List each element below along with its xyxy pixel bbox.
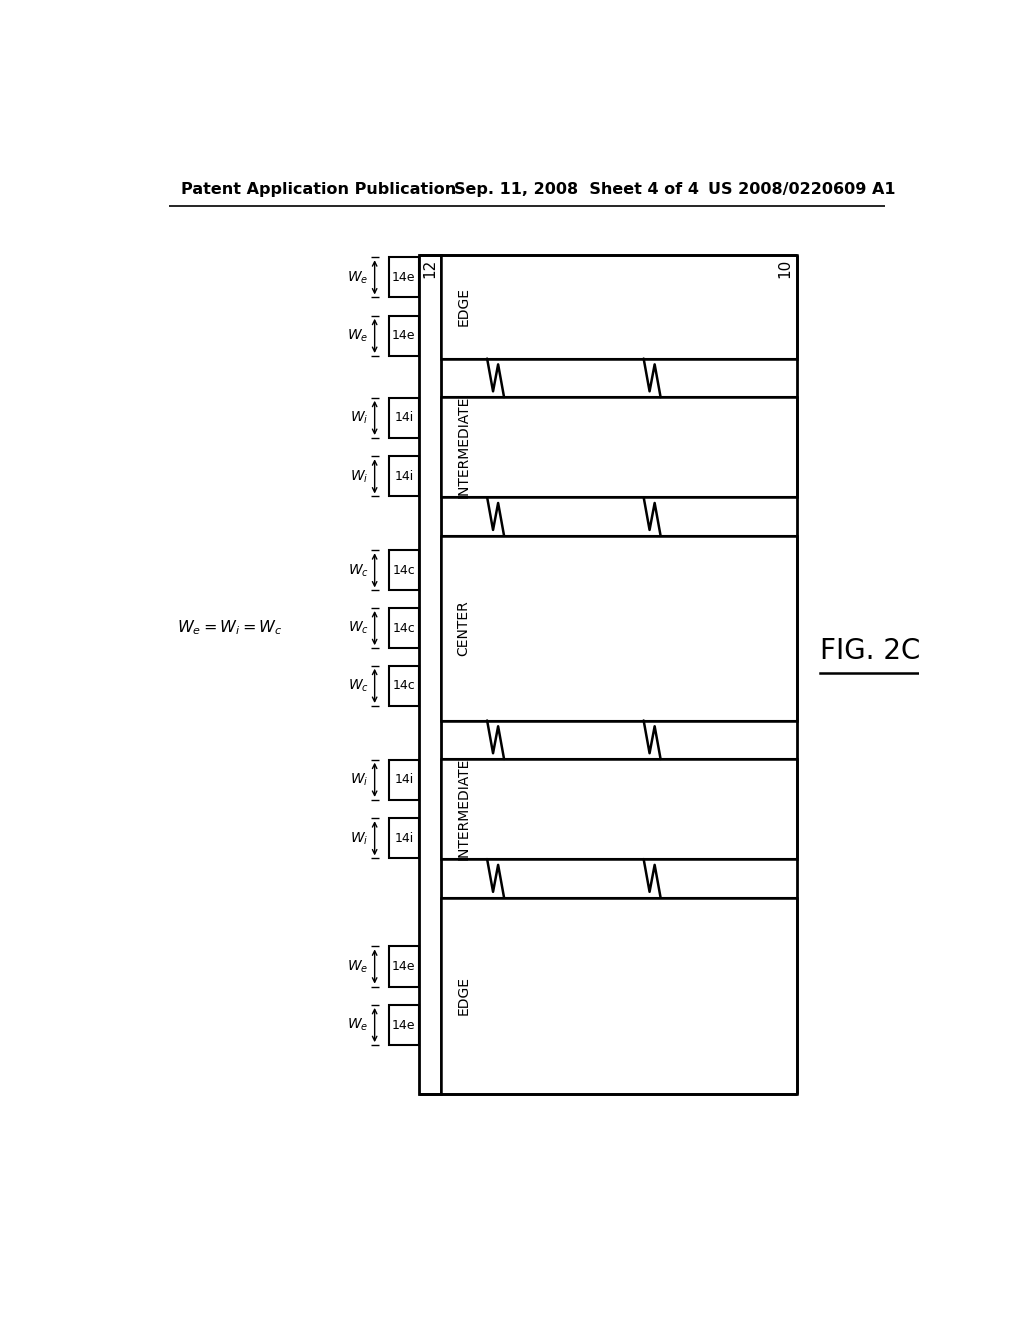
Text: 14e: 14e [392, 271, 416, 284]
Bar [441, 898, 797, 1094]
Text: $W_e = W_i = W_c$: $W_e = W_i = W_c$ [177, 619, 283, 638]
Text: CENTER: CENTER [457, 601, 470, 656]
Text: $W_i$: $W_i$ [350, 772, 369, 788]
Bar [441, 536, 797, 721]
Text: 10: 10 [778, 259, 793, 277]
Text: 14c: 14c [392, 680, 416, 693]
Bar [388, 550, 419, 590]
Text: Patent Application Publication: Patent Application Publication [180, 182, 456, 197]
Bar [388, 257, 419, 297]
Bar [419, 255, 441, 1094]
Bar [388, 665, 419, 706]
Text: 14i: 14i [394, 774, 414, 787]
Text: INTERMEDIATE: INTERMEDIATE [457, 758, 470, 861]
Bar [441, 397, 797, 498]
Text: $W_c$: $W_c$ [347, 620, 369, 636]
Text: $W_c$: $W_c$ [347, 677, 369, 694]
Text: 14e: 14e [392, 960, 416, 973]
Bar [441, 255, 797, 359]
Text: Sep. 11, 2008  Sheet 4 of 4: Sep. 11, 2008 Sheet 4 of 4 [454, 182, 699, 197]
Text: 14i: 14i [394, 832, 414, 845]
Bar [388, 315, 419, 356]
Text: 14e: 14e [392, 330, 416, 342]
Text: $W_i$: $W_i$ [350, 830, 369, 846]
Text: 14i: 14i [394, 470, 414, 483]
Bar [388, 818, 419, 858]
Text: FIG. 2C: FIG. 2C [819, 638, 921, 665]
Text: EDGE: EDGE [457, 977, 470, 1015]
Bar [388, 457, 419, 496]
Bar [388, 946, 419, 986]
Text: 12: 12 [423, 259, 437, 277]
Text: 14c: 14c [392, 622, 416, 635]
Bar [388, 609, 419, 648]
Text: EDGE: EDGE [457, 288, 470, 326]
Text: $W_e$: $W_e$ [347, 269, 369, 285]
Bar [388, 1005, 419, 1045]
Bar [388, 760, 419, 800]
Text: US 2008/0220609 A1: US 2008/0220609 A1 [708, 182, 896, 197]
Text: $W_i$: $W_i$ [350, 409, 369, 426]
Text: $W_e$: $W_e$ [347, 327, 369, 345]
Text: $W_c$: $W_c$ [347, 562, 369, 578]
Text: INTERMEDIATE: INTERMEDIATE [457, 396, 470, 499]
Text: $W_i$: $W_i$ [350, 469, 369, 484]
Text: $W_e$: $W_e$ [347, 958, 369, 974]
Bar [441, 759, 797, 859]
Text: 14e: 14e [392, 1019, 416, 1031]
Text: $W_e$: $W_e$ [347, 1016, 369, 1034]
Text: 14c: 14c [392, 564, 416, 577]
Bar [388, 397, 419, 438]
Text: 14i: 14i [394, 412, 414, 425]
